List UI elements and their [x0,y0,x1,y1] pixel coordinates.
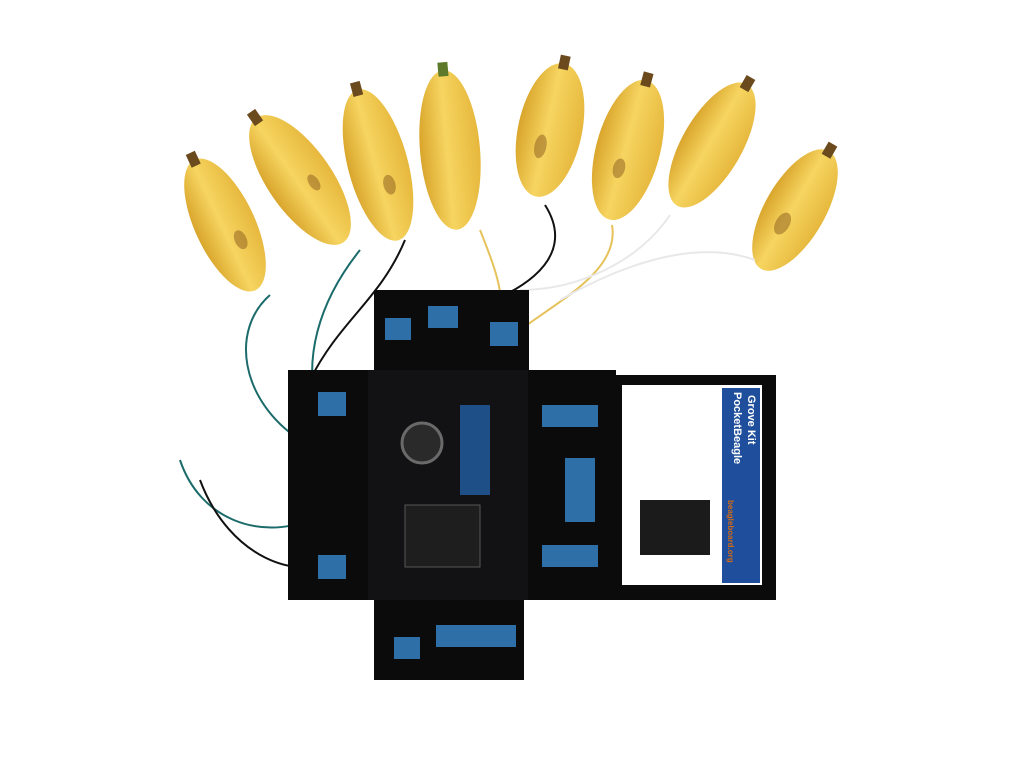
banana-6 [591,71,665,221]
slide-potentiometer [436,625,516,647]
grove-module [490,322,518,346]
grove-modules [318,306,598,659]
banana-7 [668,74,756,208]
banana-3 [342,80,414,241]
kit-card: PocketBeagle Grove Kit beagleboard.org [622,385,762,585]
grove-module [318,555,346,579]
banana-1 [184,150,266,292]
banana-2 [246,108,351,245]
grove-module [565,458,595,522]
grove-module [542,545,598,567]
grove-module [385,318,411,340]
bananas [184,54,838,292]
grove-module [428,306,458,328]
banana-8 [752,141,838,271]
kit-card-brand: beagleboard.org [726,500,735,563]
grove-module [542,405,598,427]
kit-card-title-2: Grove Kit [745,395,757,445]
speaker [400,421,444,465]
grove-module [318,392,346,416]
kit-card-title-1: PocketBeagle [731,392,743,464]
banana-4 [419,61,481,230]
banana-5 [515,54,585,197]
lcd-display [460,405,490,495]
pocketbeagle-board [404,504,481,568]
grove-module [394,637,420,659]
wires [179,204,756,569]
